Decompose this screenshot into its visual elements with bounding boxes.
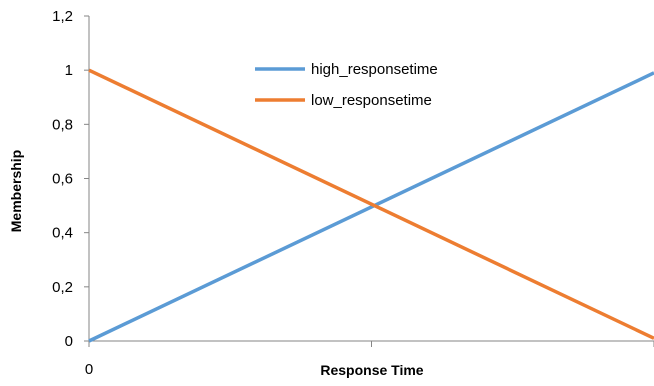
x-tick-label: 0 [85,361,93,378]
series-layer [88,68,654,343]
y-tick-label: 0,2 [52,279,73,296]
series-line-high-responsetime [88,71,654,343]
legend-label: low_responsetime [311,92,432,109]
legend: high_responsetime low_responsetime [255,61,438,109]
y-tick-label: 0,6 [52,171,73,188]
legend-label: high_responsetime [311,61,438,78]
x-axis-ticks: 0 [85,341,654,378]
y-axis-ticks: 0 0,2 0,4 0,6 0,8 1 1,2 [52,8,89,350]
series-line-low-responsetime [88,68,654,340]
y-tick-label: 1,2 [52,8,73,25]
y-axis-title: Membership [8,150,24,232]
y-tick-label: 0,4 [52,225,73,242]
y-tick-label: 0,8 [52,116,73,133]
x-axis-title: Response Time [320,362,423,378]
y-tick-label: 0 [65,333,73,350]
y-tick-label: 1 [65,62,73,79]
